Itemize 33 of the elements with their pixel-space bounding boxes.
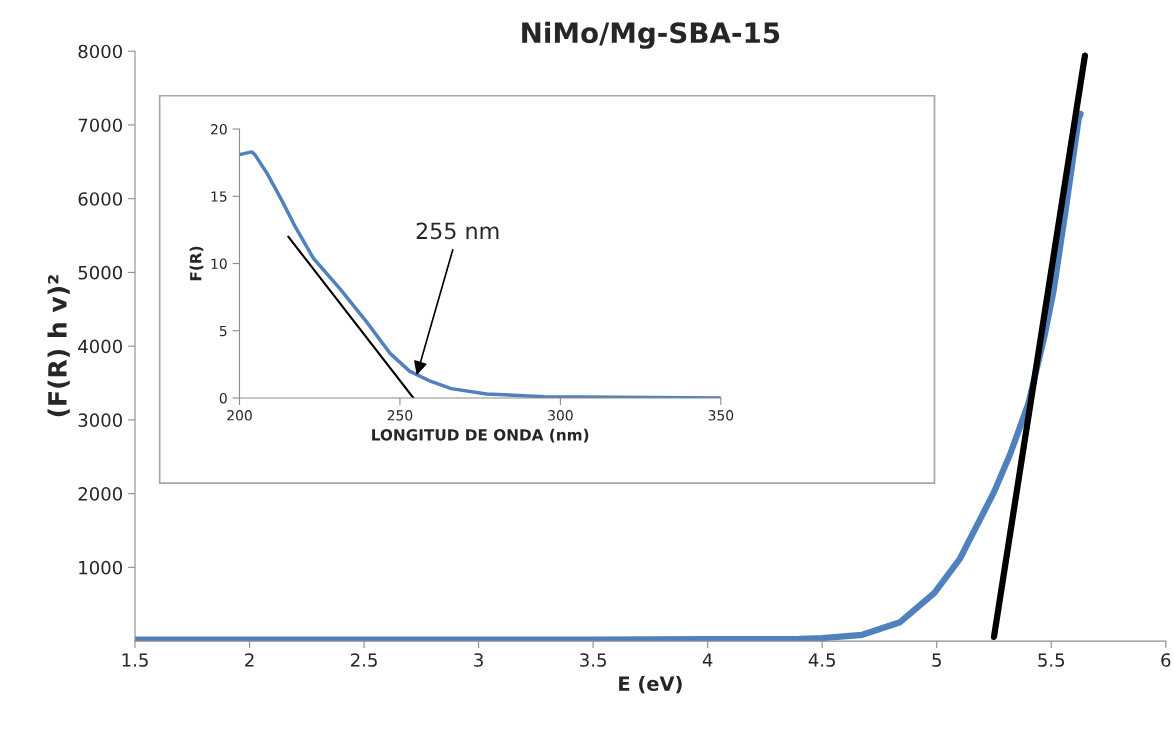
x-tick-label: 5.5	[1038, 653, 1065, 667]
x-tick-label: 250	[387, 410, 413, 421]
x-tick-label: 2	[245, 653, 254, 667]
x-tick-label: 350	[708, 410, 734, 421]
x-tick-label: 2.5	[351, 653, 377, 667]
y-tick-label: 8000	[78, 44, 122, 59]
x-tick-label: 4.5	[808, 653, 835, 667]
y-tick-label: 0	[219, 392, 227, 404]
y-tick-label: 7000	[78, 118, 122, 133]
x-tick-label: 300	[548, 410, 573, 421]
x-tick-label: 4	[702, 653, 713, 667]
y-tick-label: 15	[211, 191, 227, 202]
x-tick-label: 5	[932, 653, 941, 667]
y-tick-label: 3000	[78, 413, 122, 427]
y-axis-title: F(R)	[189, 246, 204, 281]
x-axis-title: E (eV)	[619, 675, 682, 694]
y-tick-label: 4000	[78, 339, 122, 354]
x-tick-label: 6	[1161, 653, 1171, 667]
y-tick-label: 5000	[78, 265, 122, 280]
x-tick-label: 1.5	[122, 653, 148, 667]
y-tick-label: 1000	[79, 560, 122, 575]
x-tick-label: 200	[227, 410, 252, 421]
x-axis-title: LONGITUD DE ONDA (nm)	[372, 428, 589, 443]
y-tick-label: 5	[219, 325, 227, 337]
x-tick-label: 3.5	[580, 653, 606, 667]
y-tick-label: 2000	[78, 487, 122, 501]
y-tick-label: 6000	[78, 192, 122, 206]
chart-title: NiMo/Mg-SBA-15	[522, 21, 780, 49]
y-tick-label: 20	[211, 124, 227, 135]
annotation: 255 nm	[416, 222, 499, 240]
x-tick-label: 3	[474, 653, 483, 667]
y-axis-title: (F(R) h v)²	[47, 275, 70, 417]
y-tick-label: 10	[211, 258, 227, 269]
